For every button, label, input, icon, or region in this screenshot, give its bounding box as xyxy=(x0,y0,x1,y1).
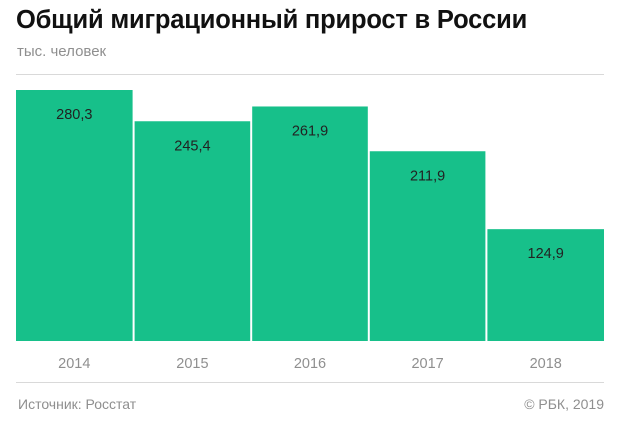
top-divider xyxy=(16,74,604,75)
bar-2018 xyxy=(487,229,604,341)
source-note: Источник: Росстат xyxy=(18,396,137,412)
chart-title: Общий миграционный прирост в России xyxy=(16,6,528,34)
bar-2016 xyxy=(252,106,368,342)
bar-value-label: 245,4 xyxy=(174,138,210,154)
chart-units: тыс. человек xyxy=(17,43,107,60)
copyright-note: © РБК, 2019 xyxy=(524,396,604,412)
bar-value-label: 261,9 xyxy=(292,123,328,139)
bottom-divider xyxy=(16,382,604,383)
bar-value-label: 211,9 xyxy=(410,168,445,184)
bar-value-label: 280,3 xyxy=(56,107,92,123)
bar-2015 xyxy=(134,121,251,342)
bar-2017 xyxy=(369,151,486,341)
x-tick-label: 2017 xyxy=(411,356,443,372)
bar-value-label: 124,9 xyxy=(528,246,564,262)
x-tick-label: 2018 xyxy=(530,356,562,372)
x-tick-label: 2015 xyxy=(176,356,208,372)
x-tick-label: 2016 xyxy=(294,356,326,372)
bar-2014 xyxy=(16,90,133,341)
x-tick-label: 2014 xyxy=(58,356,90,372)
